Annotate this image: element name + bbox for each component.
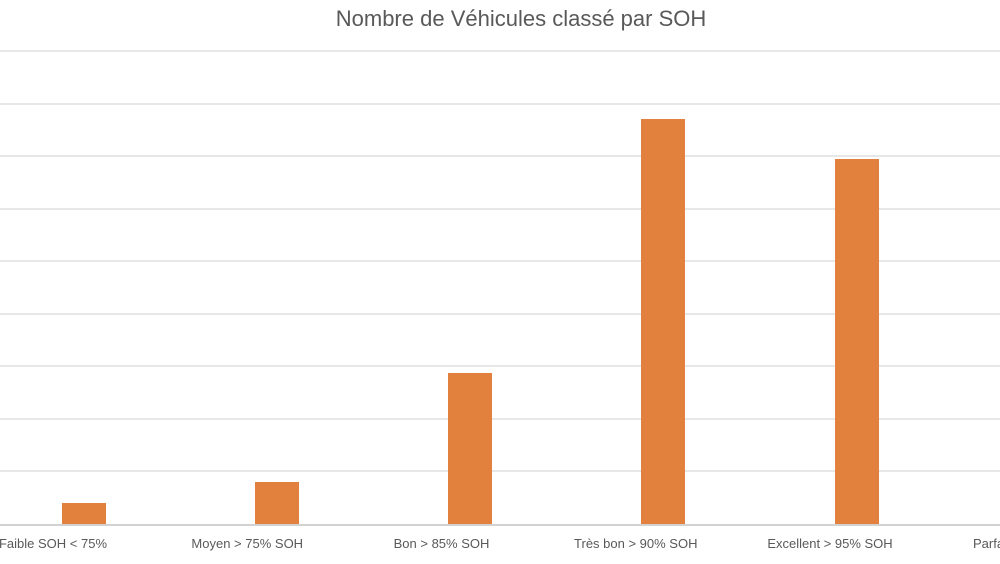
- y-gridline: [0, 470, 1000, 473]
- x-axis-label: Excellent > 95% SOH: [767, 536, 893, 551]
- x-axis-label: Bon > 85% SOH: [393, 536, 490, 551]
- x-axis-label: Parfa: [973, 536, 1000, 551]
- bar-1: [61, 502, 106, 524]
- y-gridline: [0, 365, 1000, 368]
- bar-5: [834, 158, 879, 524]
- y-gridline: [0, 102, 1000, 105]
- bar-2: [254, 481, 299, 524]
- y-gridline: [0, 312, 1000, 315]
- bar-4: [641, 119, 686, 524]
- y-gridline: [0, 50, 1000, 52]
- chart-title: Nombre de Véhicules classé par SOH: [335, 6, 707, 31]
- bar-3: [448, 372, 492, 524]
- x-axis-label: Faible SOH < 75%: [0, 536, 108, 551]
- x-axis-line: [0, 524, 1000, 526]
- y-gridline: [0, 207, 1000, 210]
- x-axis-label: Très bon > 90% SOH: [574, 536, 698, 551]
- x-axis-label: Moyen > 75% SOH: [191, 536, 304, 551]
- y-gridline: [0, 155, 1000, 158]
- y-gridline: [0, 417, 1000, 420]
- y-gridline: [0, 260, 1000, 263]
